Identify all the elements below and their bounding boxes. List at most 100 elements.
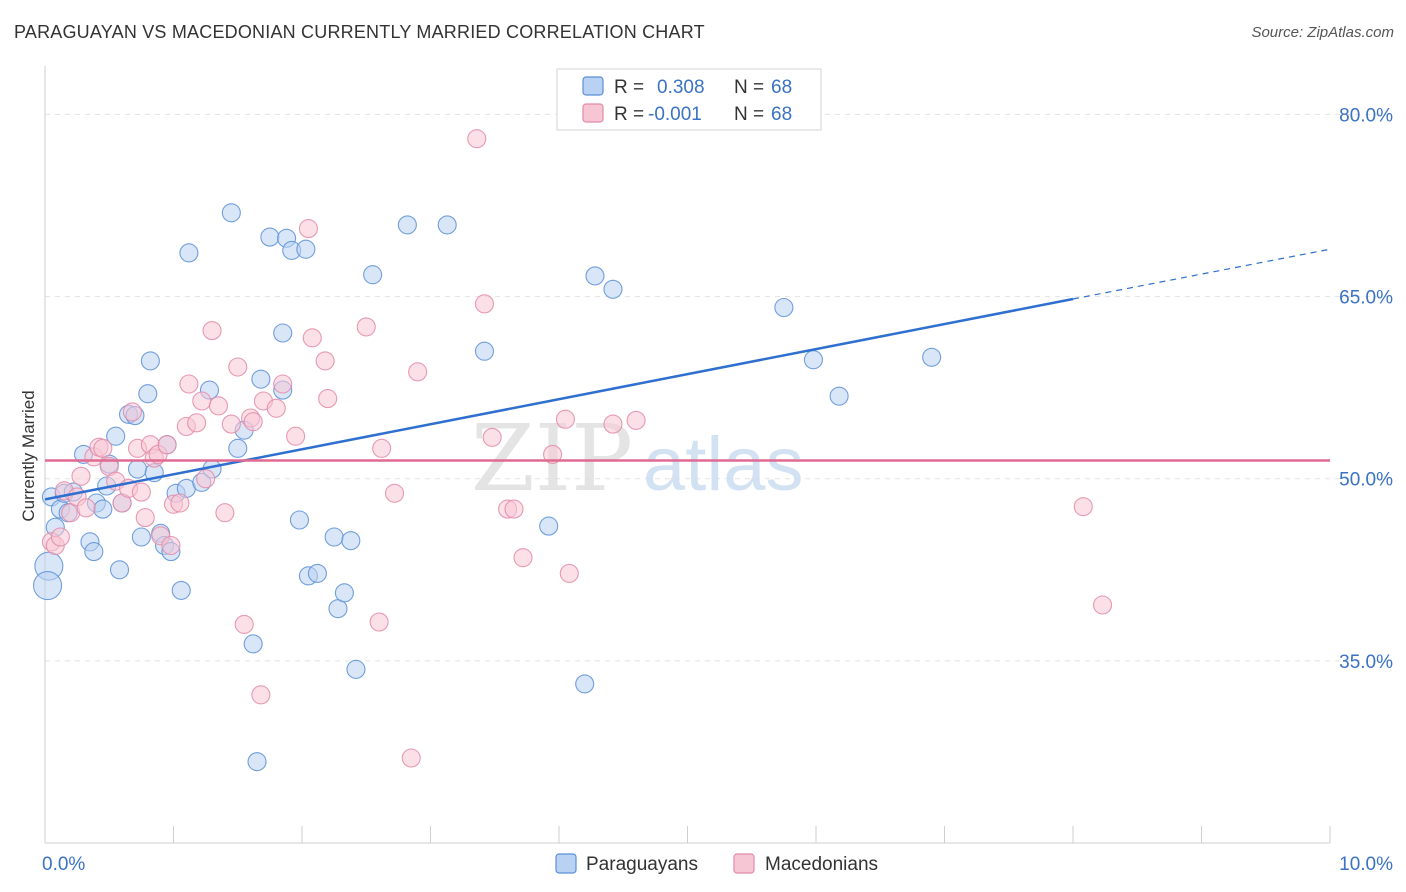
point-macedonians bbox=[266, 398, 286, 418]
point-paraguayans bbox=[84, 542, 104, 562]
point-macedonians bbox=[626, 410, 646, 430]
point-paraguayans bbox=[251, 369, 271, 389]
point-paraguayans bbox=[774, 297, 794, 318]
trend-line-extension-paraguayans bbox=[1072, 248, 1331, 300]
point-macedonians bbox=[315, 351, 335, 371]
legend-bottom-swatch-paraguayans bbox=[555, 853, 577, 874]
point-paraguayans bbox=[247, 752, 267, 772]
point-paraguayans bbox=[127, 459, 148, 479]
point-macedonians bbox=[372, 438, 392, 458]
point-macedonians bbox=[170, 493, 190, 513]
y-axis-label: Currently Married bbox=[19, 390, 38, 521]
point-paraguayans bbox=[273, 323, 293, 343]
point-paraguayans bbox=[585, 266, 605, 286]
y-tick-label: 35.0% bbox=[1339, 652, 1393, 673]
point-paraguayans bbox=[140, 351, 160, 371]
y-tick-label: 65.0% bbox=[1339, 288, 1393, 309]
data-points bbox=[33, 129, 1113, 772]
point-macedonians bbox=[202, 321, 222, 341]
point-macedonians bbox=[1073, 497, 1093, 517]
point-macedonians bbox=[161, 535, 181, 556]
point-paraguayans bbox=[33, 571, 63, 601]
point-paraguayans bbox=[260, 227, 280, 247]
x-tick-label: 0.0% bbox=[42, 854, 85, 875]
x-tick-label: 10.0% bbox=[1339, 854, 1393, 875]
gridlines bbox=[45, 113, 1394, 662]
source-label: Source: ZipAtlas.com bbox=[1251, 24, 1394, 41]
y-tick-label: 50.0% bbox=[1339, 470, 1393, 491]
point-macedonians bbox=[122, 402, 142, 422]
point-macedonians bbox=[298, 219, 318, 239]
point-macedonians bbox=[543, 444, 563, 464]
point-macedonians bbox=[273, 374, 293, 394]
point-paraguayans bbox=[324, 527, 344, 547]
point-macedonians bbox=[555, 409, 575, 429]
legend-n-value-2: 68 bbox=[771, 104, 792, 125]
point-paraguayans bbox=[922, 347, 942, 367]
point-paraguayans bbox=[106, 426, 126, 446]
point-paraguayans bbox=[803, 350, 823, 370]
point-macedonians bbox=[408, 362, 428, 382]
legend-bottom-label-macedonians: Macedonians bbox=[765, 854, 878, 875]
point-paraguayans bbox=[334, 583, 354, 603]
legend-r-label-1: R = bbox=[614, 77, 644, 98]
point-macedonians bbox=[215, 503, 235, 523]
point-paraguayans bbox=[243, 634, 263, 654]
point-macedonians bbox=[221, 414, 241, 434]
legend-r-value-2: -0.001 bbox=[648, 104, 702, 125]
y-tick-label: 80.0% bbox=[1339, 105, 1393, 126]
legend-r-label-2: R = bbox=[614, 104, 644, 125]
point-macedonians bbox=[157, 435, 177, 455]
point-macedonians bbox=[559, 563, 579, 583]
point-paraguayans bbox=[296, 239, 316, 259]
point-macedonians bbox=[131, 482, 151, 502]
point-paraguayans bbox=[138, 384, 158, 404]
point-paraguayans bbox=[221, 203, 241, 223]
point-paraguayans bbox=[179, 243, 199, 263]
point-macedonians bbox=[208, 396, 229, 416]
point-macedonians bbox=[93, 438, 113, 458]
legend-r-value-1: 0.308 bbox=[657, 77, 705, 98]
point-paraguayans bbox=[603, 279, 623, 299]
point-macedonians bbox=[384, 483, 405, 503]
legend-swatch-paraguayans bbox=[582, 76, 604, 96]
legend-series: Paraguayans Macedonians bbox=[555, 853, 878, 875]
point-macedonians bbox=[135, 508, 155, 528]
point-paraguayans bbox=[829, 386, 849, 406]
point-paraguayans bbox=[109, 560, 130, 580]
point-macedonians bbox=[603, 414, 623, 434]
watermark-atlas: atlas bbox=[643, 422, 804, 507]
point-paraguayans bbox=[346, 659, 366, 679]
point-macedonians bbox=[228, 357, 248, 377]
point-macedonians bbox=[196, 469, 216, 489]
point-paraguayans bbox=[539, 516, 559, 536]
point-macedonians bbox=[504, 499, 524, 519]
point-paraguayans bbox=[228, 438, 248, 458]
point-macedonians bbox=[356, 317, 376, 337]
legend-bottom-swatch-macedonians bbox=[733, 853, 755, 874]
point-macedonians bbox=[71, 466, 91, 486]
point-macedonians bbox=[243, 412, 263, 432]
point-macedonians bbox=[302, 328, 322, 348]
point-paraguayans bbox=[307, 563, 327, 583]
point-macedonians bbox=[179, 374, 199, 394]
point-macedonians bbox=[192, 391, 212, 411]
legend-bottom-label-paraguayans: Paraguayans bbox=[586, 854, 698, 875]
point-macedonians bbox=[234, 614, 254, 634]
point-paraguayans bbox=[93, 499, 113, 519]
point-macedonians bbox=[187, 413, 207, 433]
point-paraguayans bbox=[289, 510, 309, 530]
point-macedonians bbox=[474, 294, 495, 314]
point-paraguayans bbox=[437, 215, 457, 235]
point-paraguayans bbox=[131, 527, 151, 547]
point-macedonians bbox=[1093, 595, 1113, 615]
point-macedonians bbox=[401, 748, 421, 768]
tick-labels: 35.0% 50.0% 65.0% 80.0% 0.0% 10.0% bbox=[42, 105, 1393, 875]
point-macedonians bbox=[482, 427, 502, 447]
point-paraguayans bbox=[171, 580, 191, 600]
axes bbox=[44, 66, 1331, 844]
legend-swatch-macedonians bbox=[582, 103, 604, 123]
point-macedonians bbox=[467, 129, 487, 149]
legend-n-label-1: N = bbox=[734, 77, 764, 98]
